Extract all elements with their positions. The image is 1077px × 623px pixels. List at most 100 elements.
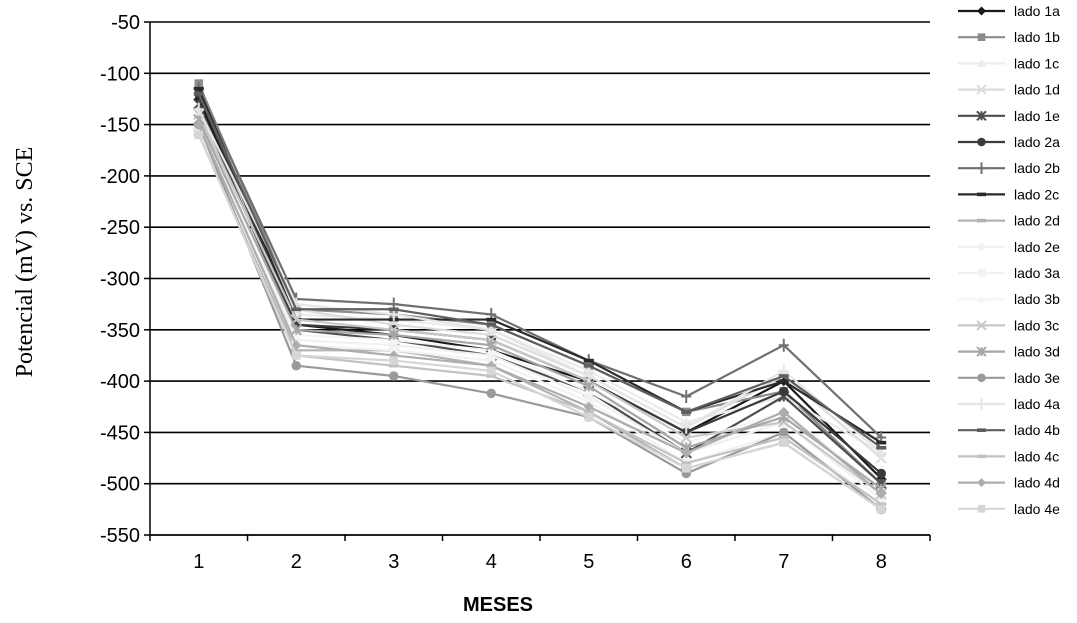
data-point — [778, 338, 789, 352]
legend-marker — [976, 110, 987, 122]
legend-marker — [977, 6, 986, 16]
legend-marker — [977, 162, 986, 175]
data-point — [388, 307, 399, 312]
data-point — [487, 356, 496, 365]
series-line — [197, 124, 882, 490]
x-tick-label: 7 — [778, 551, 789, 573]
legend-label: lado 4b — [1014, 422, 1060, 438]
legend-label: lado 4a — [1014, 396, 1060, 412]
legend-item: lado 1c — [958, 55, 1059, 71]
legend-marker — [977, 242, 986, 252]
series-line — [197, 88, 883, 439]
legend-marker — [977, 33, 986, 42]
data-point — [389, 371, 399, 381]
data-point — [876, 468, 886, 479]
legend-item: lado 4a — [958, 396, 1060, 412]
legend-label: lado 4d — [1014, 475, 1060, 491]
data-point — [682, 464, 691, 473]
legend-item: lado 3c — [958, 317, 1059, 333]
y-tick-label: -300 — [100, 269, 140, 291]
series-lado-4b — [193, 92, 887, 450]
legend-label: lado 3a — [1014, 265, 1060, 281]
data-point — [583, 410, 594, 414]
legend-label: lado 2e — [1014, 239, 1060, 255]
data-point — [388, 324, 400, 336]
data-point — [680, 431, 692, 444]
legend-marker — [977, 454, 986, 459]
legend-label: lado 1d — [1014, 82, 1060, 98]
y-tick-label: -150 — [100, 115, 140, 137]
legend-item: lado 2a — [958, 134, 1060, 150]
x-tick-label: 1 — [193, 551, 204, 573]
legend-item: lado 3e — [958, 370, 1060, 386]
legend-marker — [977, 398, 986, 410]
legend-marker — [977, 58, 986, 67]
data-point — [194, 130, 203, 140]
y-axis-title: Potencial (mV) vs. SCE — [12, 147, 38, 378]
legend-label: lado 2a — [1014, 134, 1060, 150]
data-point — [778, 379, 789, 383]
series-line — [197, 93, 882, 475]
axes: -50 -100 -150 -200 -250 -300 -350 -400 -450 -500 -… — [100, 12, 931, 573]
y-tick-label: -200 — [100, 166, 140, 188]
data-point — [877, 505, 886, 514]
x-tick-label: 8 — [876, 551, 887, 573]
data-point — [485, 339, 497, 351]
legend-label: lado 2b — [1014, 160, 1060, 176]
data-point — [779, 438, 788, 447]
data-point — [292, 351, 301, 360]
data-point — [583, 401, 594, 412]
data-point — [388, 363, 399, 368]
data-point — [485, 334, 497, 346]
legend-item: lado 3a — [958, 265, 1060, 281]
data-point — [583, 369, 594, 383]
y-tick-label: -550 — [100, 525, 140, 547]
data-point — [291, 307, 302, 312]
data-point — [291, 348, 302, 353]
data-point — [486, 374, 497, 378]
data-point — [486, 388, 496, 399]
legend-marker — [976, 320, 987, 331]
data-point — [681, 420, 692, 434]
legend-item: lado 4c — [958, 448, 1059, 464]
data-point — [681, 389, 692, 403]
series-line — [197, 124, 882, 511]
series-lado-1b — [194, 79, 886, 488]
legend-marker — [977, 373, 986, 383]
y-tick-label: -100 — [100, 63, 140, 85]
data-point — [193, 119, 204, 130]
x-tick-label: 6 — [681, 551, 692, 573]
x-tick-label: 5 — [583, 551, 594, 573]
data-point — [876, 488, 887, 499]
legend-label: lado 1a — [1014, 3, 1060, 19]
legend-item: lado 1b — [958, 29, 1060, 45]
y-tick-label: -50 — [111, 12, 140, 34]
series-line — [197, 88, 882, 444]
data-point — [193, 92, 204, 96]
legend-label: lado 1b — [1014, 29, 1060, 45]
data-point — [778, 374, 789, 378]
data-point — [583, 380, 595, 392]
legend-label: lado 1c — [1014, 55, 1059, 71]
y-tick-label: -450 — [100, 422, 140, 444]
legend-marker — [977, 478, 986, 488]
data-point — [876, 440, 887, 445]
y-tick-label: -250 — [100, 217, 140, 239]
legend-marker — [977, 504, 986, 513]
legend-label: lado 2d — [1014, 213, 1060, 229]
series-line — [197, 124, 882, 495]
legend-marker — [976, 346, 987, 357]
legend-marker — [977, 192, 986, 197]
data-point — [193, 86, 204, 91]
legend-label: lado 4e — [1014, 501, 1060, 517]
series-lado-4e — [194, 130, 886, 514]
legend-item: lado 3d — [958, 344, 1060, 360]
data-point — [389, 356, 398, 365]
data-point — [778, 406, 789, 417]
legend-marker — [977, 294, 986, 303]
x-axis-title: MESES — [463, 594, 533, 616]
x-tick-label: 2 — [291, 551, 302, 573]
series-line — [197, 134, 882, 511]
legend-item: lado 2b — [958, 160, 1060, 176]
